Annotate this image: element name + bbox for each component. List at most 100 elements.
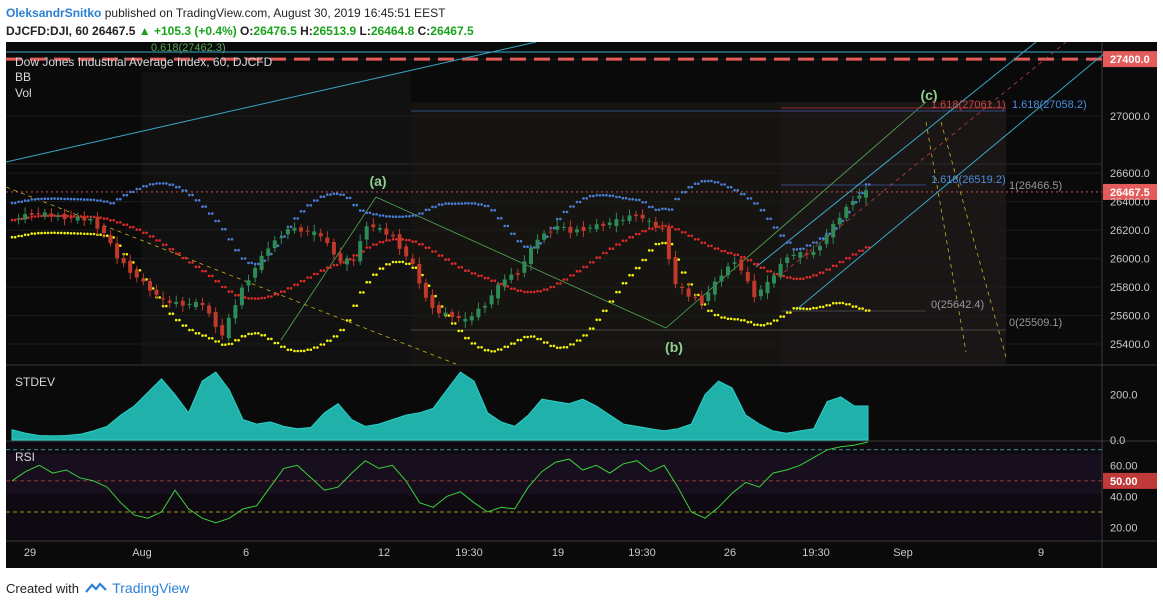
bb-upper-dot <box>270 252 273 256</box>
rising-channel-upper <box>755 42 1037 268</box>
bb-lower-dot <box>815 306 818 310</box>
bb-basis-dot <box>266 295 270 298</box>
price-tick-label: 25600.0 <box>1110 311 1150 323</box>
bb-basis-dot <box>128 225 132 229</box>
bb-upper-dot <box>398 215 401 218</box>
candle-up <box>272 240 277 249</box>
bb-basis-dot <box>552 285 556 289</box>
chart-area[interactable]: (a) (b) (c) 0.618(27462.3) 1.618(27061.1) 1.6… <box>6 42 1157 568</box>
bb-lower-dot <box>214 340 217 343</box>
bb-upper-dot <box>63 197 66 201</box>
bb-lower-dot <box>729 317 733 321</box>
rsi-tick-label: 40.00 <box>1110 491 1138 503</box>
bb-lower-dot <box>335 335 339 338</box>
bb-upper-dot <box>174 185 178 189</box>
bb-lower-dot <box>421 273 424 277</box>
bb-lower-dot <box>211 337 214 340</box>
bb-lower-dot <box>56 231 60 235</box>
legend-title[interactable]: Dow Jones Industrial Average Index, 60, … <box>15 55 273 69</box>
bb-lower-dot <box>835 301 838 305</box>
candle-down <box>568 226 573 233</box>
bb-upper-dot <box>40 197 43 201</box>
bb-lower-dot <box>138 269 142 272</box>
candle-up <box>377 228 382 230</box>
bb-lower-dot <box>319 343 323 346</box>
bb-lower-dot <box>266 337 270 341</box>
bb-upper-dot <box>293 217 296 220</box>
candle-up <box>627 215 632 221</box>
bb-lower-dot <box>230 342 234 346</box>
bb-basis-dot <box>651 227 654 230</box>
bb-lower-dot <box>759 323 763 327</box>
fib-annotation: 0(25642.4) <box>931 299 984 311</box>
bb-lower-dot <box>66 231 70 235</box>
bb-basis-dot <box>861 249 864 253</box>
bb-lower-dot <box>812 306 815 310</box>
candle-up <box>509 274 514 280</box>
bb-lower-dot <box>197 332 201 335</box>
bb-basis-dot <box>864 246 868 249</box>
bb-lower-dot <box>289 348 293 352</box>
bb-upper-dot <box>362 209 365 212</box>
bb-basis-dot <box>368 246 372 249</box>
bb-basis-dot <box>766 269 769 273</box>
bb-lower-dot <box>733 318 736 321</box>
tradingview-link[interactable]: TradingView <box>112 580 190 596</box>
bb-upper-dot <box>598 194 602 197</box>
candle-down <box>581 226 586 231</box>
low-label: L: <box>359 24 371 38</box>
bb-upper-dot <box>381 214 385 217</box>
legend-bb[interactable]: BB <box>15 70 31 84</box>
bb-upper-dot <box>112 201 115 205</box>
bb-upper-dot <box>92 198 96 202</box>
bb-upper-dot <box>513 232 516 236</box>
candle-down <box>207 305 212 314</box>
bb-upper-dot <box>483 204 487 208</box>
bb-lower-dot <box>831 301 835 305</box>
bb-lower-dot <box>536 337 539 341</box>
bb-lower-dot <box>408 262 411 266</box>
bb-basis-dot <box>743 255 746 259</box>
bb-upper-dot <box>23 199 27 202</box>
bb-upper-dot <box>50 197 53 200</box>
candle-up <box>575 229 579 233</box>
bb-lower-dot <box>651 249 654 252</box>
bb-lower-dot <box>165 304 168 308</box>
bb-basis-dot <box>375 243 378 246</box>
price-tick-label: 26000.0 <box>1110 254 1150 266</box>
bb-lower-dot <box>53 231 56 235</box>
bb-upper-dot <box>588 194 592 198</box>
bb-basis-dot <box>112 219 115 222</box>
bb-lower-dot <box>549 344 552 348</box>
bb-basis-dot <box>220 285 224 289</box>
bb-upper-dot <box>792 248 795 251</box>
bb-upper-dot <box>89 198 93 202</box>
bb-upper-dot <box>739 192 743 196</box>
candle-down <box>699 295 704 304</box>
candle-up <box>831 223 836 238</box>
bb-basis-dot <box>532 290 536 294</box>
bb-basis-dot <box>394 238 398 241</box>
bb-lower-dot <box>799 307 802 310</box>
bb-basis-dot <box>615 243 618 246</box>
rsi-title: RSI <box>15 450 35 464</box>
chart-canvas[interactable]: (a) (b) (c) 0.618(27462.3) 1.618(27061.1) 1.6… <box>6 42 1157 568</box>
author-name[interactable]: OleksandrSnitko <box>6 6 102 20</box>
resistance-badge <box>1103 51 1157 68</box>
bb-lower-dot <box>680 271 684 274</box>
bb-lower-dot <box>503 345 507 349</box>
candle-down <box>680 286 685 288</box>
bb-lower-dot <box>293 349 296 353</box>
bb-basis-dot <box>598 256 602 259</box>
bb-basis-dot <box>569 274 572 277</box>
bb-lower-dot <box>766 322 769 325</box>
bb-lower-dot <box>296 349 300 353</box>
bb-basis-dot <box>500 282 503 286</box>
candle-up <box>772 275 776 284</box>
legend-vol[interactable]: Vol <box>15 86 32 100</box>
bb-lower-dot <box>555 346 559 350</box>
bb-upper-dot <box>322 195 326 198</box>
bb-lower-dot <box>362 291 365 294</box>
bb-lower-dot <box>125 252 129 256</box>
candle-down <box>752 280 757 298</box>
